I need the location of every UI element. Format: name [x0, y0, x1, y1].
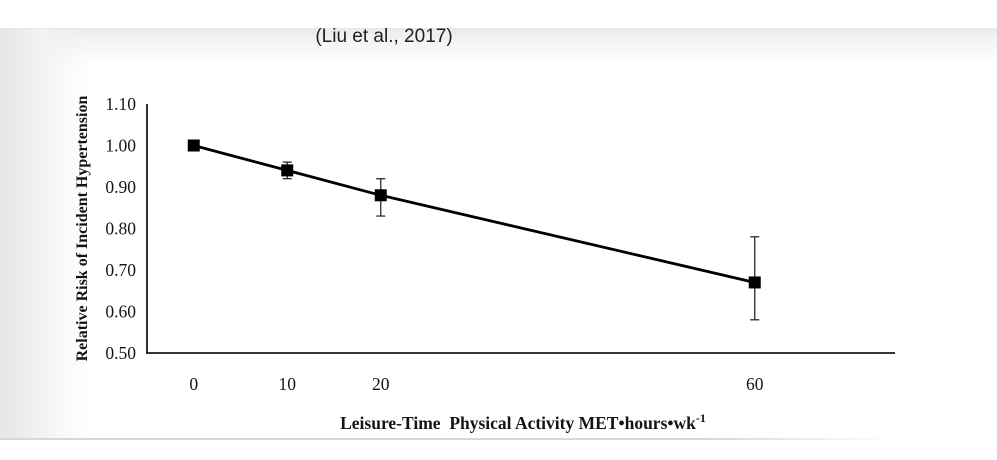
y-tick-label: 1.10	[105, 94, 136, 114]
y-tick-label: 0.90	[105, 177, 136, 197]
y-tick-label: 0.80	[105, 219, 136, 239]
y-tick-label: 0.60	[105, 302, 136, 322]
x-tick-label: 60	[746, 374, 764, 394]
x-tick-label: 10	[279, 374, 297, 394]
data-point-marker	[281, 164, 294, 177]
citation-text: (Liu et al., 2017)	[315, 26, 453, 47]
y-tick-label: 1.00	[105, 136, 136, 156]
data-point-marker	[374, 189, 387, 202]
x-axis-title: Leisure-Time Physical Activity MET•hours…	[340, 411, 706, 433]
x-tick-label: 0	[189, 374, 198, 394]
data-point-marker	[187, 139, 200, 152]
trend-line	[192, 144, 757, 284]
data-point-marker	[748, 276, 761, 289]
y-tick-label: 0.50	[105, 343, 136, 363]
y-tick-label: 0.70	[105, 260, 136, 280]
x-tick-label: 20	[372, 374, 390, 394]
y-axis-title: Relative Risk of Incident Hypertension	[74, 96, 91, 362]
